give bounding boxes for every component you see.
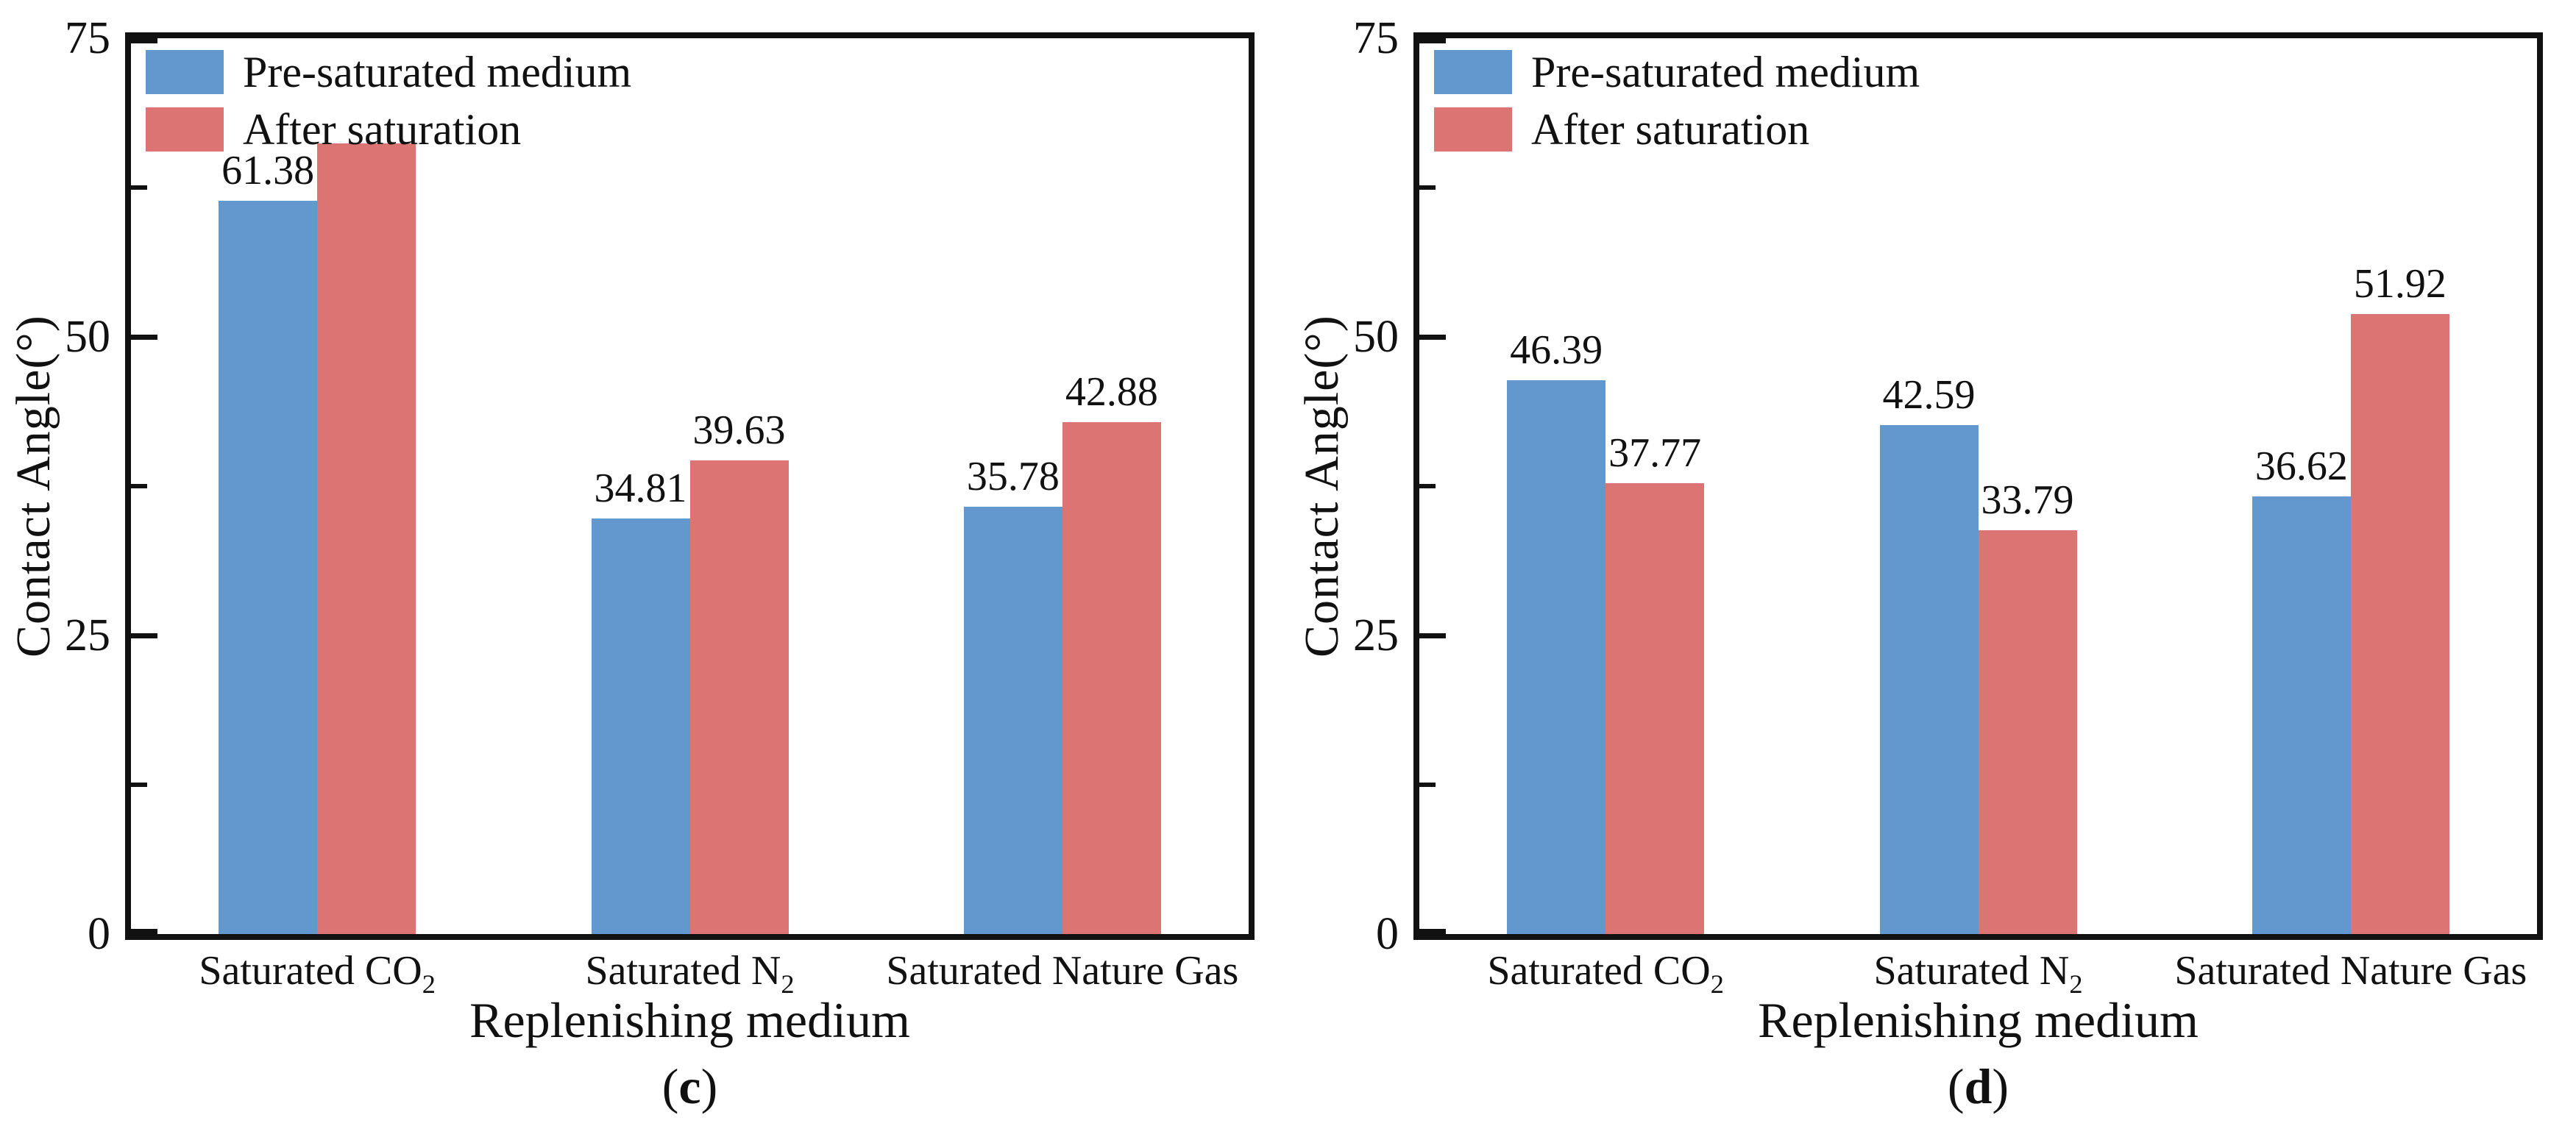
x-axis-title: Replenishing medium — [469, 992, 910, 1048]
x-category-subscript: 2 — [781, 969, 795, 999]
y-major-tick — [1419, 929, 1446, 934]
y-tick-label: 25 — [65, 610, 110, 660]
legend-swatch — [1434, 107, 1512, 152]
y-tick-label: 75 — [65, 13, 110, 63]
legend-label: After saturation — [1531, 105, 1810, 154]
x-category-label: Saturated N2 — [1699, 948, 2258, 997]
bar-value-label: 51.92 — [2353, 260, 2447, 307]
y-tick-label: 75 — [1353, 13, 1399, 63]
y-minor-tick — [1419, 783, 1436, 787]
bar-c-1-red — [317, 143, 416, 934]
bar-value-label: 46.39 — [1510, 327, 1603, 373]
x-category-text: Saturated N — [1873, 948, 2070, 994]
x-category-text: Saturated Nature Gas — [2174, 948, 2527, 994]
x-category-label: Saturated Nature Gas — [2071, 949, 2576, 993]
x-category-text: Saturated Nature Gas — [886, 948, 1239, 994]
x-category-text: Saturated CO — [1487, 948, 1711, 994]
bar-c-3-blue — [963, 506, 1062, 934]
y-axis-title: Contact Angle(°) — [1295, 315, 1349, 658]
bar-c-1-blue — [219, 201, 318, 934]
caption-open: ( — [1947, 1058, 1965, 1114]
bar-value-label: 61.38 — [221, 148, 315, 194]
chart-d: Contact Angle(°) 0 25 50 75 Pre-saturated me… — [1288, 0, 2576, 1126]
y-axis-title: Contact Angle(°) — [7, 315, 60, 658]
caption-close: ) — [700, 1058, 718, 1114]
bar-d-2-red — [1978, 530, 2077, 934]
bar-value-label: 33.79 — [1981, 477, 2074, 524]
y-minor-tick — [131, 484, 147, 488]
legend-item: Pre-saturated medium — [146, 49, 631, 96]
bar-c-2-blue — [591, 518, 690, 934]
legend-swatch — [146, 107, 224, 152]
x-category-subscript: 2 — [1710, 969, 1724, 999]
subplot-caption-d: (d) — [1413, 1061, 2543, 1112]
bar-value-label: 35.78 — [966, 453, 1060, 499]
bar-c-3-red — [1062, 421, 1161, 934]
y-major-tick — [131, 633, 157, 638]
x-category-text: Saturated N — [585, 948, 781, 994]
legend: Pre-saturated medium After saturation — [1434, 49, 1920, 163]
x-category-subscript: 2 — [422, 969, 436, 999]
legend-item: After saturation — [146, 106, 631, 153]
x-category-label: Saturated CO2 — [38, 948, 597, 997]
y-major-tick — [131, 335, 157, 340]
legend-swatch — [146, 50, 224, 94]
bar-value-label: 42.59 — [1882, 372, 1976, 418]
legend: Pre-saturated medium After saturation — [146, 49, 631, 163]
bar-value-label: 34.81 — [594, 465, 687, 511]
legend-item: Pre-saturated medium — [1434, 49, 1920, 96]
y-minor-tick — [131, 185, 147, 190]
y-major-tick — [1419, 38, 1446, 43]
y-major-tick — [1419, 633, 1446, 638]
caption-open: ( — [661, 1058, 679, 1114]
x-category-label: Saturated CO2 — [1326, 948, 1885, 997]
legend-item: After saturation — [1434, 106, 1920, 153]
bar-d-3-blue — [2252, 496, 2351, 934]
bar-d-3-red — [2350, 313, 2449, 934]
plot-area-c: 0 25 50 75 Pre-saturated medium After saturat… — [65, 15, 1255, 957]
y-major-tick — [131, 38, 157, 43]
bar-d-1-red — [1605, 482, 1705, 934]
plot-area-d: 0 25 50 75 Pre-saturated medium After saturat… — [1353, 15, 2543, 957]
legend-label: Pre-saturated medium — [1531, 48, 1920, 96]
x-category-subscript: 2 — [2069, 969, 2083, 999]
bar-value-label: 39.63 — [692, 407, 786, 454]
y-minor-tick — [1419, 484, 1436, 488]
chart-c: Contact Angle(°) 0 25 50 75 Pre-saturated me… — [7, 15, 1255, 1112]
y-minor-tick — [131, 783, 147, 787]
x-category-text: Saturated CO — [199, 948, 422, 994]
bar-c-2-red — [689, 460, 789, 934]
bar-value-label: 37.77 — [1608, 430, 1702, 476]
bar-value-label: 36.62 — [2254, 443, 2348, 490]
y-major-tick — [1419, 335, 1446, 340]
legend-label: After saturation — [243, 105, 522, 154]
y-tick-label: 50 — [1353, 312, 1399, 362]
subplot-caption-c: (c) — [125, 1061, 1255, 1112]
caption-close: ) — [1992, 1058, 2009, 1114]
x-category-label: Saturated N2 — [411, 948, 970, 997]
bar-value-label: 42.88 — [1065, 368, 1158, 415]
bar-d-2-blue — [1879, 425, 1979, 934]
y-tick-label: 50 — [65, 312, 110, 362]
legend-swatch — [1434, 50, 1512, 94]
y-major-tick — [131, 929, 157, 934]
x-axis-title: Replenishing medium — [1758, 992, 2199, 1048]
y-tick-label: 0 — [88, 909, 110, 959]
x-category-label: Saturated Nature Gas — [783, 949, 1342, 993]
y-tick-label: 25 — [1353, 610, 1399, 660]
caption-letter: c — [678, 1058, 701, 1114]
y-tick-label: 0 — [1376, 909, 1399, 959]
caption-letter: d — [1964, 1058, 1993, 1114]
bar-d-1-blue — [1507, 380, 1606, 934]
y-minor-tick — [1419, 185, 1436, 190]
legend-label: Pre-saturated medium — [243, 48, 632, 96]
